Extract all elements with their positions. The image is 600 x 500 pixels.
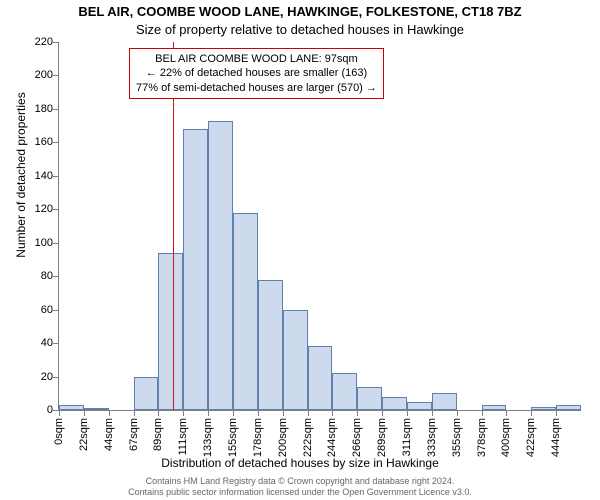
credit-line-2: Contains public sector information licen… <box>128 487 472 497</box>
y-tick-label: 220 <box>23 36 53 48</box>
x-tick <box>432 410 433 416</box>
histogram-bar <box>183 129 208 410</box>
x-tick-label: 355sqm <box>451 418 463 457</box>
histogram-bar <box>208 121 233 410</box>
x-tick <box>84 410 85 416</box>
y-tick <box>53 209 59 210</box>
x-tick-label: 378sqm <box>476 418 488 457</box>
info-line-3: 77% of semi-detached houses are larger (… <box>136 81 377 95</box>
histogram-bar <box>84 408 109 410</box>
histogram-bar <box>482 405 507 410</box>
chart-container: BEL AIR, COOMBE WOOD LANE, HAWKINGE, FOL… <box>0 0 600 500</box>
histogram-bar <box>283 310 308 410</box>
x-tick-label: 111sqm <box>177 418 189 456</box>
y-axis-label: Number of detached properties <box>14 50 28 300</box>
info-line-2: ← 22% of detached houses are smaller (16… <box>136 66 377 80</box>
x-tick <box>332 410 333 416</box>
x-tick-label: 44sqm <box>103 418 115 451</box>
x-tick-label: 244sqm <box>326 418 338 457</box>
y-tick <box>53 42 59 43</box>
x-tick-label: 444sqm <box>550 418 562 457</box>
x-tick-label: 89sqm <box>152 418 164 451</box>
y-tick <box>53 377 59 378</box>
y-tick <box>53 75 59 76</box>
histogram-bar <box>233 213 258 410</box>
x-tick-label: 133sqm <box>202 418 214 457</box>
y-tick <box>53 142 59 143</box>
x-tick <box>208 410 209 416</box>
plot-area: 0204060801001201401601802002200sqm22sqm4… <box>58 42 581 411</box>
x-tick-label: 266sqm <box>351 418 363 457</box>
x-tick <box>258 410 259 416</box>
chart-title-address: BEL AIR, COOMBE WOOD LANE, HAWKINGE, FOL… <box>0 4 600 19</box>
x-tick-label: 422sqm <box>525 418 537 457</box>
x-tick-label: 155sqm <box>227 418 239 457</box>
x-tick <box>109 410 110 416</box>
y-tick <box>53 176 59 177</box>
x-tick <box>134 410 135 416</box>
x-tick-label: 67sqm <box>128 418 140 451</box>
x-tick-label: 289sqm <box>376 418 388 457</box>
x-tick-label: 0sqm <box>53 418 65 445</box>
x-tick <box>556 410 557 416</box>
x-tick <box>283 410 284 416</box>
x-tick <box>59 410 60 416</box>
histogram-bar <box>531 407 556 410</box>
x-tick-label: 178sqm <box>252 418 264 457</box>
credit-text: Contains HM Land Registry data © Crown c… <box>0 476 600 498</box>
y-tick <box>53 310 59 311</box>
histogram-bar <box>432 393 457 410</box>
histogram-bar <box>134 377 159 410</box>
histogram-bar <box>556 405 581 410</box>
histogram-bar <box>258 280 283 410</box>
x-tick-label: 333sqm <box>426 418 438 457</box>
histogram-bar <box>407 402 432 410</box>
histogram-bar <box>158 253 183 410</box>
histogram-bar <box>59 405 84 410</box>
y-tick-label: 0 <box>23 404 53 416</box>
y-tick-label: 60 <box>23 304 53 316</box>
x-tick <box>183 410 184 416</box>
chart-subtitle: Size of property relative to detached ho… <box>0 22 600 37</box>
x-tick <box>233 410 234 416</box>
y-tick <box>53 276 59 277</box>
x-axis-label: Distribution of detached houses by size … <box>0 456 600 470</box>
x-tick <box>506 410 507 416</box>
histogram-bar <box>382 397 407 410</box>
y-tick-label: 20 <box>23 371 53 383</box>
x-tick <box>382 410 383 416</box>
x-tick-label: 222sqm <box>302 418 314 457</box>
y-tick-label: 40 <box>23 337 53 349</box>
histogram-bar <box>357 387 382 410</box>
x-tick <box>407 410 408 416</box>
x-tick <box>158 410 159 416</box>
x-tick-label: 200sqm <box>277 418 289 457</box>
x-tick <box>482 410 483 416</box>
x-tick-label: 311sqm <box>401 418 413 456</box>
y-tick <box>53 243 59 244</box>
info-line-1: BEL AIR COOMBE WOOD LANE: 97sqm <box>136 52 377 66</box>
histogram-bar <box>332 373 357 410</box>
x-tick-label: 22sqm <box>78 418 90 451</box>
property-info-box: BEL AIR COOMBE WOOD LANE: 97sqm← 22% of … <box>129 48 384 99</box>
x-tick <box>457 410 458 416</box>
x-tick <box>308 410 309 416</box>
x-tick <box>357 410 358 416</box>
y-tick <box>53 109 59 110</box>
x-tick-label: 400sqm <box>500 418 512 457</box>
y-tick <box>53 343 59 344</box>
x-tick <box>531 410 532 416</box>
credit-line-1: Contains HM Land Registry data © Crown c… <box>146 476 455 486</box>
histogram-bar <box>308 346 333 410</box>
